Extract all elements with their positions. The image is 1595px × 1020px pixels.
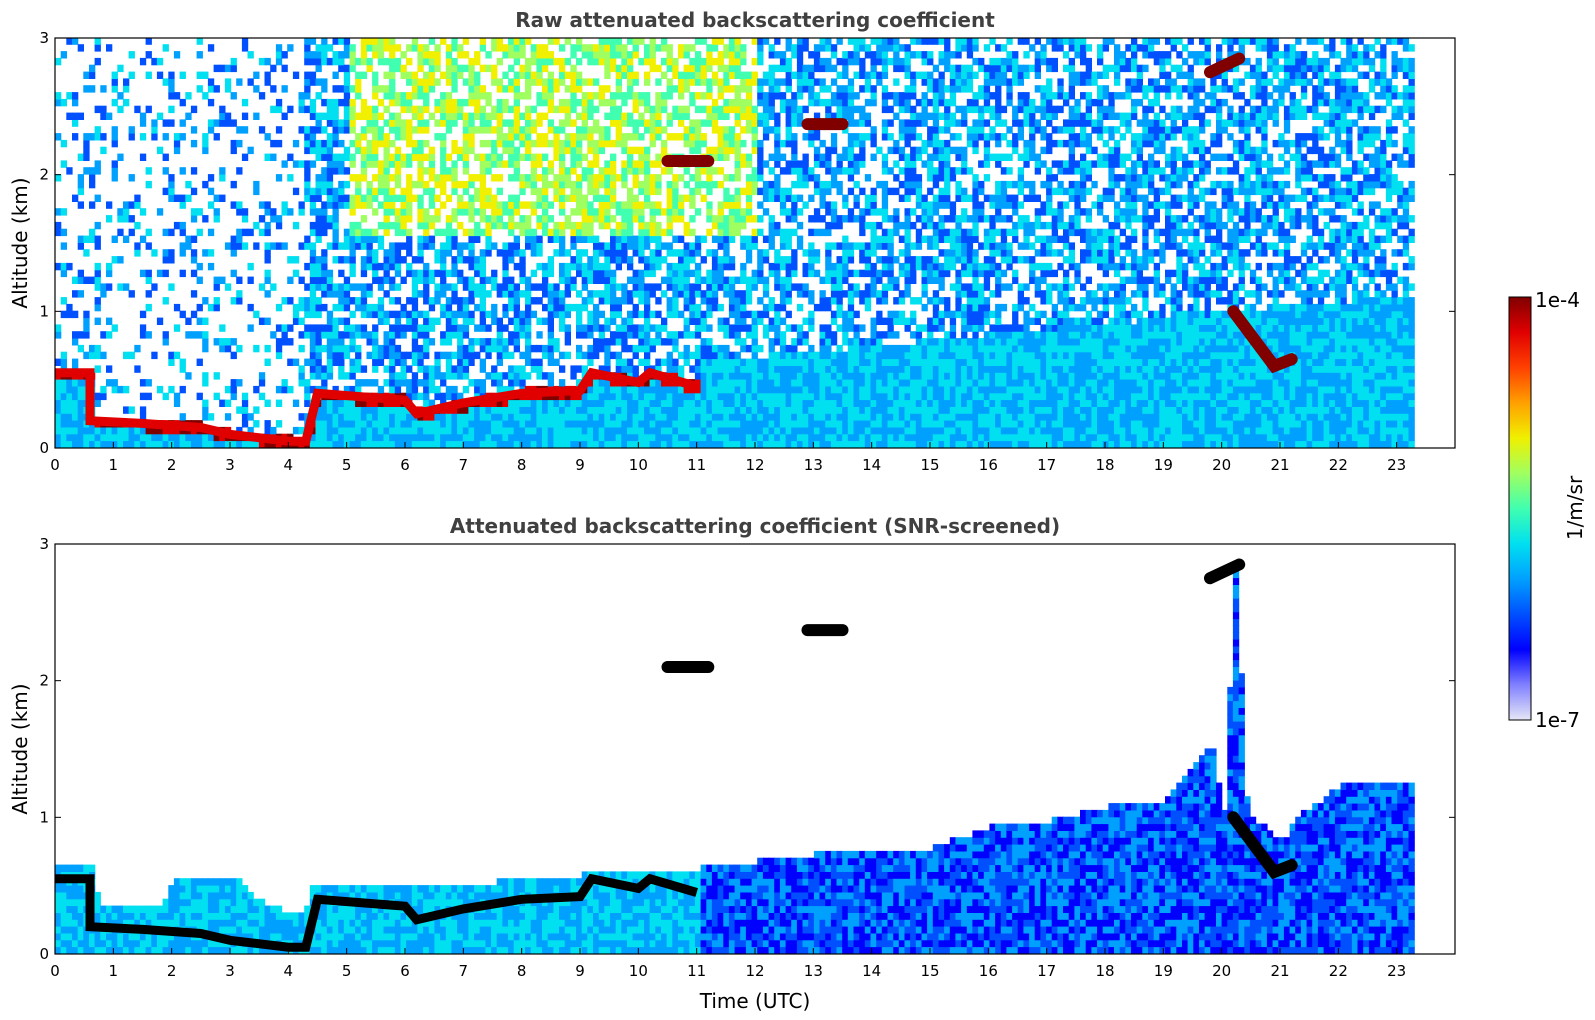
y-tick-label: 2 xyxy=(39,166,49,184)
x-tick-label: 13 xyxy=(804,962,823,980)
saturated-cloud xyxy=(1204,558,1246,585)
x-tick-label: 5 xyxy=(342,962,352,980)
x-tick-label: 11 xyxy=(687,456,706,474)
y-tick-label: 2 xyxy=(39,672,49,690)
x-tick-label: 6 xyxy=(400,456,410,474)
x-tick-label: 9 xyxy=(575,456,585,474)
y-tick-label: 0 xyxy=(39,439,49,457)
y-tick-label: 1 xyxy=(39,808,49,826)
colorbar-label: 1/m/sr xyxy=(1563,475,1587,540)
x-tick-label: 1 xyxy=(109,456,119,474)
x-tick-label: 11 xyxy=(687,962,706,980)
x-tick-label: 5 xyxy=(342,456,352,474)
x-tick-label: 21 xyxy=(1270,962,1289,980)
panel-1-y-ticks: 0 1 2 3 xyxy=(39,29,1455,457)
x-tick-label: 17 xyxy=(1037,456,1056,474)
colorbar: 1e-4 1e-7 1/m/sr xyxy=(1508,288,1587,732)
cloud-layer xyxy=(1204,52,1246,79)
x-tick-label: 18 xyxy=(1095,962,1114,980)
x-tick-label: 12 xyxy=(745,456,764,474)
x-tick-label: 19 xyxy=(1154,456,1173,474)
x-tick-label: 4 xyxy=(284,456,294,474)
panel-1-heatmap xyxy=(55,38,1415,448)
x-tick-label: 14 xyxy=(862,456,881,474)
x-tick-label: 15 xyxy=(920,456,939,474)
panel-2-y-ticks: 0 1 2 3 xyxy=(39,535,1455,963)
panel-1-title: Raw attenuated backscattering coefficien… xyxy=(515,8,995,32)
y-tick-label: 0 xyxy=(39,945,49,963)
x-tick-label: 7 xyxy=(459,962,469,980)
x-tick-label: 6 xyxy=(400,962,410,980)
panel-2-x-ticks: 0 1 2 3 4 5 6 7 8 9 10 11 12 13 14 15 16 17 18 19 20 21 22 23 xyxy=(50,948,1406,980)
panel-2-xlabel: Time (UTC) xyxy=(699,989,811,1013)
x-tick-label: 10 xyxy=(629,962,648,980)
x-tick-label: 4 xyxy=(284,962,294,980)
x-tick-label: 14 xyxy=(862,962,881,980)
panel-2-plot xyxy=(55,558,1415,954)
x-tick-label: 19 xyxy=(1154,962,1173,980)
y-tick-label: 1 xyxy=(39,302,49,320)
x-tick-label: 15 xyxy=(920,962,939,980)
x-tick-label: 20 xyxy=(1212,456,1231,474)
x-tick-label: 23 xyxy=(1387,962,1406,980)
saturated-cloud xyxy=(1227,811,1298,880)
panel-1-x-ticks: 0 1 2 3 4 5 6 7 8 9 10 11 12 13 14 15 16 17 18 19 20 21 22 23 xyxy=(50,442,1406,474)
x-tick-label: 3 xyxy=(225,456,235,474)
y-tick-label: 3 xyxy=(39,535,49,553)
x-tick-label: 0 xyxy=(50,456,60,474)
x-tick-label: 10 xyxy=(629,456,648,474)
x-tick-label: 16 xyxy=(979,456,998,474)
panel-1-ylabel: Altitude (km) xyxy=(8,177,32,308)
saturated-layer xyxy=(55,873,698,952)
x-tick-label: 18 xyxy=(1095,456,1114,474)
x-tick-label: 8 xyxy=(517,962,527,980)
x-tick-label: 16 xyxy=(979,962,998,980)
x-tick-label: 2 xyxy=(167,962,177,980)
x-tick-label: 3 xyxy=(225,962,235,980)
panel-2-ylabel: Altitude (km) xyxy=(8,683,32,814)
colorbar-min-label: 1e-7 xyxy=(1535,708,1580,732)
x-tick-label: 7 xyxy=(459,456,469,474)
x-tick-label: 13 xyxy=(804,456,823,474)
x-tick-label: 17 xyxy=(1037,962,1056,980)
x-tick-label: 9 xyxy=(575,962,585,980)
panel-2-title: Attenuated backscattering coefficient (S… xyxy=(450,514,1060,538)
x-tick-label: 21 xyxy=(1270,456,1289,474)
colorbar-gradient xyxy=(1508,296,1532,721)
x-tick-label: 12 xyxy=(745,962,764,980)
x-tick-label: 2 xyxy=(167,456,177,474)
panel-1-plot xyxy=(55,38,1415,448)
x-tick-label: 8 xyxy=(517,456,527,474)
x-tick-label: 20 xyxy=(1212,962,1231,980)
colorbar-max-label: 1e-4 xyxy=(1535,288,1580,312)
x-tick-label: 23 xyxy=(1387,456,1406,474)
cloud-layer xyxy=(1227,305,1298,374)
x-tick-label: 22 xyxy=(1329,962,1348,980)
x-tick-label: 0 xyxy=(50,962,60,980)
boundary-layer-line xyxy=(55,367,698,446)
panel-2-heatmap xyxy=(55,558,1415,954)
y-tick-label: 3 xyxy=(39,29,49,47)
x-tick-label: 22 xyxy=(1329,456,1348,474)
x-tick-label: 1 xyxy=(109,962,119,980)
